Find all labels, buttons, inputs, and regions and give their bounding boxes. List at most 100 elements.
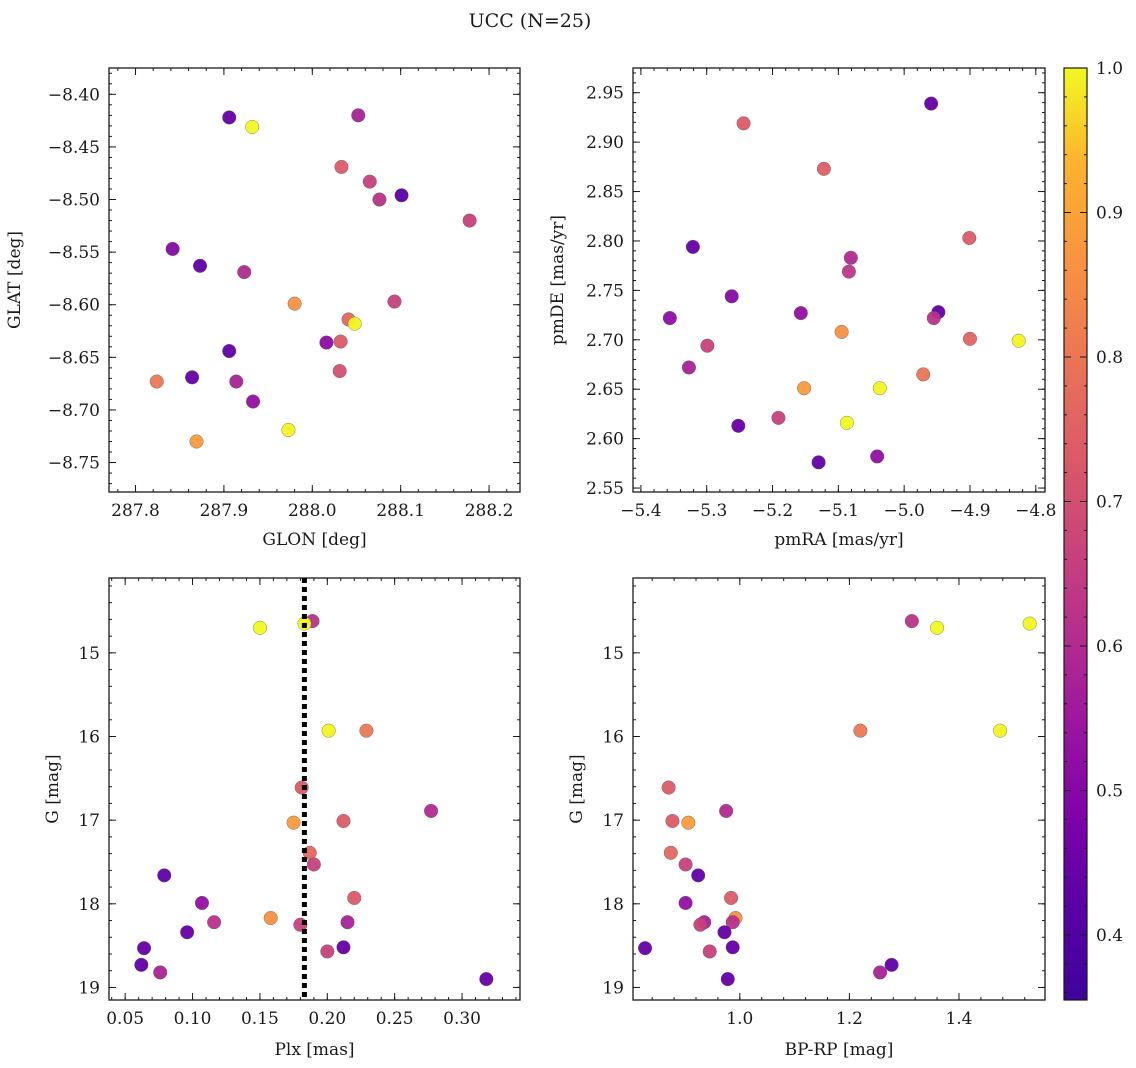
scatter-point — [372, 192, 387, 207]
scatter-point — [222, 344, 237, 358]
scatter-point — [394, 188, 409, 203]
colorbar-tick-label: 0.6 — [1096, 637, 1123, 657]
y-axis-label: G [mag] — [43, 754, 63, 823]
scatter-point — [336, 940, 351, 955]
scatter-point — [149, 374, 164, 389]
scatter-point — [678, 857, 693, 872]
x-axis-label: GLON [deg] — [262, 530, 366, 550]
scatter-point — [962, 231, 977, 245]
scatter-point — [347, 890, 362, 905]
scatter-point — [663, 845, 678, 860]
scatter-point — [287, 296, 302, 311]
y-tick-label: 2.85 — [586, 183, 624, 203]
y-tick-label: 15 — [602, 644, 624, 664]
scatter-point — [916, 367, 931, 382]
scatter-point — [229, 374, 244, 389]
y-tick-label: 19 — [602, 978, 624, 998]
scatter-point — [185, 370, 200, 385]
x-tick-label: −5.2 — [752, 501, 793, 521]
scatter-point — [665, 814, 680, 828]
y-axis-label: GLAT [deg] — [5, 231, 25, 329]
scatter-point — [157, 868, 172, 883]
figure-title: UCC (N=25) — [469, 10, 592, 32]
scatter-point — [137, 941, 152, 956]
y-tick-label: −8.65 — [48, 348, 100, 368]
scatter-point — [724, 289, 739, 304]
scatter-point — [681, 815, 696, 830]
scatter-point — [320, 944, 335, 959]
scatter-point — [924, 96, 939, 111]
scatter-point — [872, 381, 887, 396]
y-tick-label: 18 — [78, 895, 100, 915]
axis-ticks — [633, 578, 1045, 1000]
colorbar-tick-label: 0.5 — [1096, 781, 1123, 801]
axis-ticks — [109, 578, 520, 1000]
scatter-point — [281, 422, 296, 437]
y-tick-label: −8.50 — [48, 191, 100, 211]
colorbar-tick-label: 0.7 — [1096, 492, 1123, 512]
x-tick-label: 0.30 — [443, 1009, 481, 1029]
scatter-point — [870, 449, 885, 464]
scatter-point — [351, 108, 366, 123]
scatter-point — [811, 455, 826, 470]
scatter-point — [347, 316, 362, 331]
scatter-point — [725, 915, 740, 930]
scatter-point — [962, 331, 977, 346]
x-tick-label: −5.3 — [686, 501, 727, 521]
scatter-point — [319, 335, 334, 350]
scatter-point — [841, 264, 856, 279]
scatter-point — [334, 159, 349, 174]
axes-frame — [632, 67, 1046, 493]
x-tick-label: 287.8 — [111, 501, 160, 521]
scatter-point — [387, 294, 402, 309]
scatter-point — [165, 241, 180, 256]
x-tick-label: 0.05 — [106, 1009, 144, 1029]
y-tick-label: −8.45 — [48, 138, 100, 158]
y-axis-label: G [mag] — [567, 754, 587, 823]
scatter-point — [286, 815, 301, 830]
panel-1: 287.8 287.9 288.0 288.1 288.2 −8.40 −8.45 −8.50… — [5, 67, 521, 550]
scatter-point — [839, 415, 854, 430]
axis-ticks — [109, 68, 520, 492]
scatter-point — [930, 620, 945, 635]
x-tick-label: −5.4 — [620, 501, 661, 521]
x-tick-label: 0.15 — [241, 1009, 279, 1029]
scatter-point — [685, 239, 700, 254]
y-tick-label: −8.60 — [48, 296, 100, 316]
y-axis-label: pmDE [mas/yr] — [548, 215, 568, 345]
scatter-point — [771, 410, 786, 425]
scatter-point — [340, 915, 355, 930]
y-tick-label: 2.75 — [586, 281, 624, 301]
y-tick-label: 2.65 — [586, 380, 624, 400]
scatter-point — [333, 334, 348, 349]
colorbar-tick-label: 0.8 — [1096, 348, 1123, 368]
colorbar: 0.4 0.5 0.6 0.7 0.8 0.9 1.0 — [1063, 59, 1123, 1001]
scatter-point — [294, 780, 309, 795]
y-tick-label: 17 — [78, 811, 100, 831]
y-tick-label: 15 — [78, 644, 100, 664]
y-tick-label: 19 — [78, 978, 100, 998]
scatter-point — [843, 250, 858, 265]
scatter-point — [662, 311, 677, 326]
scatter-point — [736, 116, 751, 131]
scatter-point — [834, 324, 849, 339]
x-tick-label: 0.20 — [308, 1009, 346, 1029]
x-tick-label: 0.25 — [376, 1009, 414, 1029]
axes-frame — [108, 577, 521, 1001]
x-tick-label: −4.9 — [949, 501, 990, 521]
scatter-point — [693, 917, 708, 932]
x-tick-label: 288.0 — [288, 501, 337, 521]
y-tick-label: 2.95 — [586, 84, 624, 104]
scatter-point — [134, 957, 149, 972]
axes-frame — [108, 67, 521, 493]
scatter-point — [816, 161, 831, 176]
scatter-point — [731, 418, 746, 433]
scatter-point — [717, 925, 732, 940]
scatter-points — [149, 108, 477, 449]
scatter-point — [193, 258, 208, 273]
panel-2: −5.4 −5.3 −5.2 −5.1 −5.0 −4.9 −4.8 2.55 2.60 2.65… — [548, 67, 1056, 550]
y-tick-label: 18 — [602, 895, 624, 915]
colorbar-ticks — [1064, 67, 1087, 994]
scatter-point — [1011, 333, 1026, 348]
